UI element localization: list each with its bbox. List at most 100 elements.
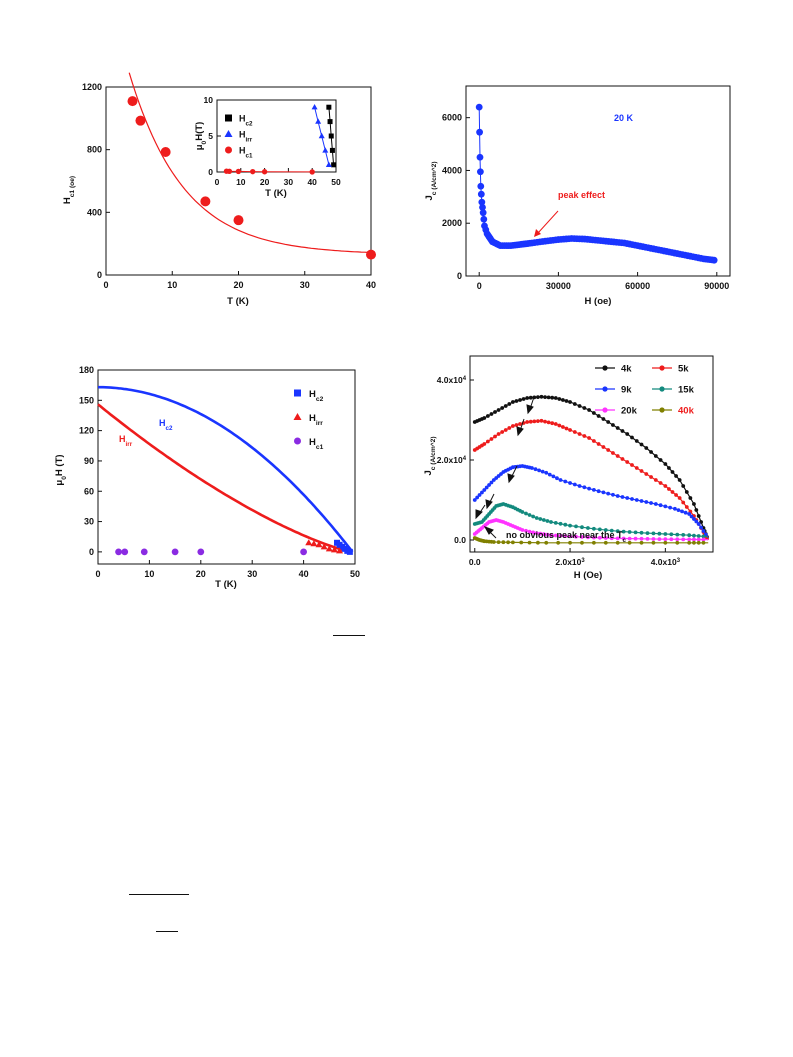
p4-point: [625, 496, 630, 500]
page-rule-2: [129, 894, 189, 895]
tick-label: 90: [84, 456, 94, 466]
p4-point: [611, 451, 615, 455]
p4-point: [480, 490, 484, 495]
p4-point: [591, 439, 596, 443]
p4-point: [507, 426, 512, 430]
tick-label: 40: [307, 177, 317, 187]
p4-point: [489, 412, 494, 416]
p4-point: [518, 422, 522, 426]
p4-point: [496, 540, 501, 544]
p4-point: [519, 540, 524, 545]
p4-point: [630, 435, 634, 440]
p4-point: [701, 534, 706, 539]
p4-point: [537, 468, 541, 473]
p4-point: [601, 417, 606, 421]
p4-point: [694, 519, 699, 524]
p4-point: [696, 537, 701, 542]
p1-inset-point: [315, 118, 322, 124]
tick-label: 30: [247, 569, 257, 579]
p4-point: [547, 472, 552, 477]
p4-point: [553, 396, 558, 400]
p1-inset-point: [250, 168, 256, 175]
p4-point: [475, 495, 480, 500]
p1-point: [135, 115, 146, 126]
p4-point: [692, 540, 696, 545]
p2-point: [477, 182, 485, 190]
p4-point: [550, 395, 555, 400]
p4-point: [658, 458, 663, 462]
p1-fit-curve: [128, 72, 372, 254]
p1-inset-point: [328, 133, 334, 139]
p1-inset-point: [325, 161, 332, 167]
p4-point: [620, 495, 625, 499]
tick-label: 60: [84, 486, 94, 496]
p3-point: [115, 548, 122, 556]
p1-inset-point: [235, 168, 242, 175]
legend-symbol: [294, 437, 301, 445]
legend-label: 40k: [678, 406, 695, 417]
p4-point: [531, 530, 536, 535]
p4-point: [587, 486, 592, 491]
p3-point: [310, 540, 318, 547]
p4-point: [489, 480, 494, 485]
p4-point: [611, 492, 615, 497]
p4-point: [601, 490, 606, 495]
legend-label: 20k: [621, 406, 638, 417]
p4-point: [482, 488, 487, 492]
p4-point: [620, 457, 625, 461]
tick-label: 30: [300, 280, 310, 290]
p4-point: [577, 404, 582, 408]
legend-label: 15k: [678, 385, 695, 396]
p1-inset-point: [322, 147, 329, 153]
p4-point: [692, 533, 696, 538]
p4-point: [582, 485, 587, 490]
p4-point: [539, 394, 544, 399]
p4-point: [487, 483, 491, 487]
p4-point: [667, 466, 671, 470]
p4-point: [649, 475, 653, 479]
p4-point: [553, 422, 558, 426]
p4-point: [684, 490, 689, 494]
p4-point: [561, 398, 565, 402]
p4-point: [634, 439, 639, 443]
p4-point: [639, 530, 644, 535]
p4-peak-arrows: [475, 396, 535, 539]
tick-label: 0: [103, 280, 108, 290]
p3-point: [320, 543, 328, 550]
p4-point: [677, 478, 682, 482]
p4-point: [574, 524, 578, 529]
p4-point: [546, 395, 551, 400]
p4-point: [615, 536, 620, 541]
p4-point: [477, 493, 482, 497]
tick-label: 2.0x104: [437, 455, 467, 465]
tick-label: 50: [331, 177, 341, 187]
p4-annotation: no obvious peak near the Tc: [506, 530, 627, 544]
p4-point: [653, 502, 658, 506]
page-rule-3: [156, 931, 178, 932]
p4-point: [597, 527, 602, 532]
p4-point: [701, 540, 706, 545]
p4-point: [676, 508, 681, 512]
p4-point: [667, 487, 671, 491]
p4-legend: 4k 5k 9k 15k 20k 40k: [595, 364, 695, 417]
p4-point: [649, 450, 653, 454]
tick-label: 6000: [442, 113, 462, 123]
p4-point: [674, 493, 678, 497]
p4-point: [645, 537, 650, 541]
p4-point: [668, 505, 673, 510]
tick-label: 20: [260, 177, 270, 187]
p3-point: [315, 541, 323, 548]
p4-point: [555, 476, 559, 481]
p4-point: [644, 500, 649, 504]
p4-point: [675, 537, 680, 542]
p4-point: [663, 462, 668, 466]
p4-ticks: 0.0 2.0x103 4.0x103 0.0 2.0x104 4.0x104: [437, 375, 681, 567]
p4-point: [669, 532, 674, 537]
p1-inset-points: [223, 104, 337, 175]
p4-point: [544, 540, 549, 545]
p4-point: [568, 428, 572, 432]
p4-point: [591, 540, 596, 545]
p4-point: [701, 537, 706, 542]
